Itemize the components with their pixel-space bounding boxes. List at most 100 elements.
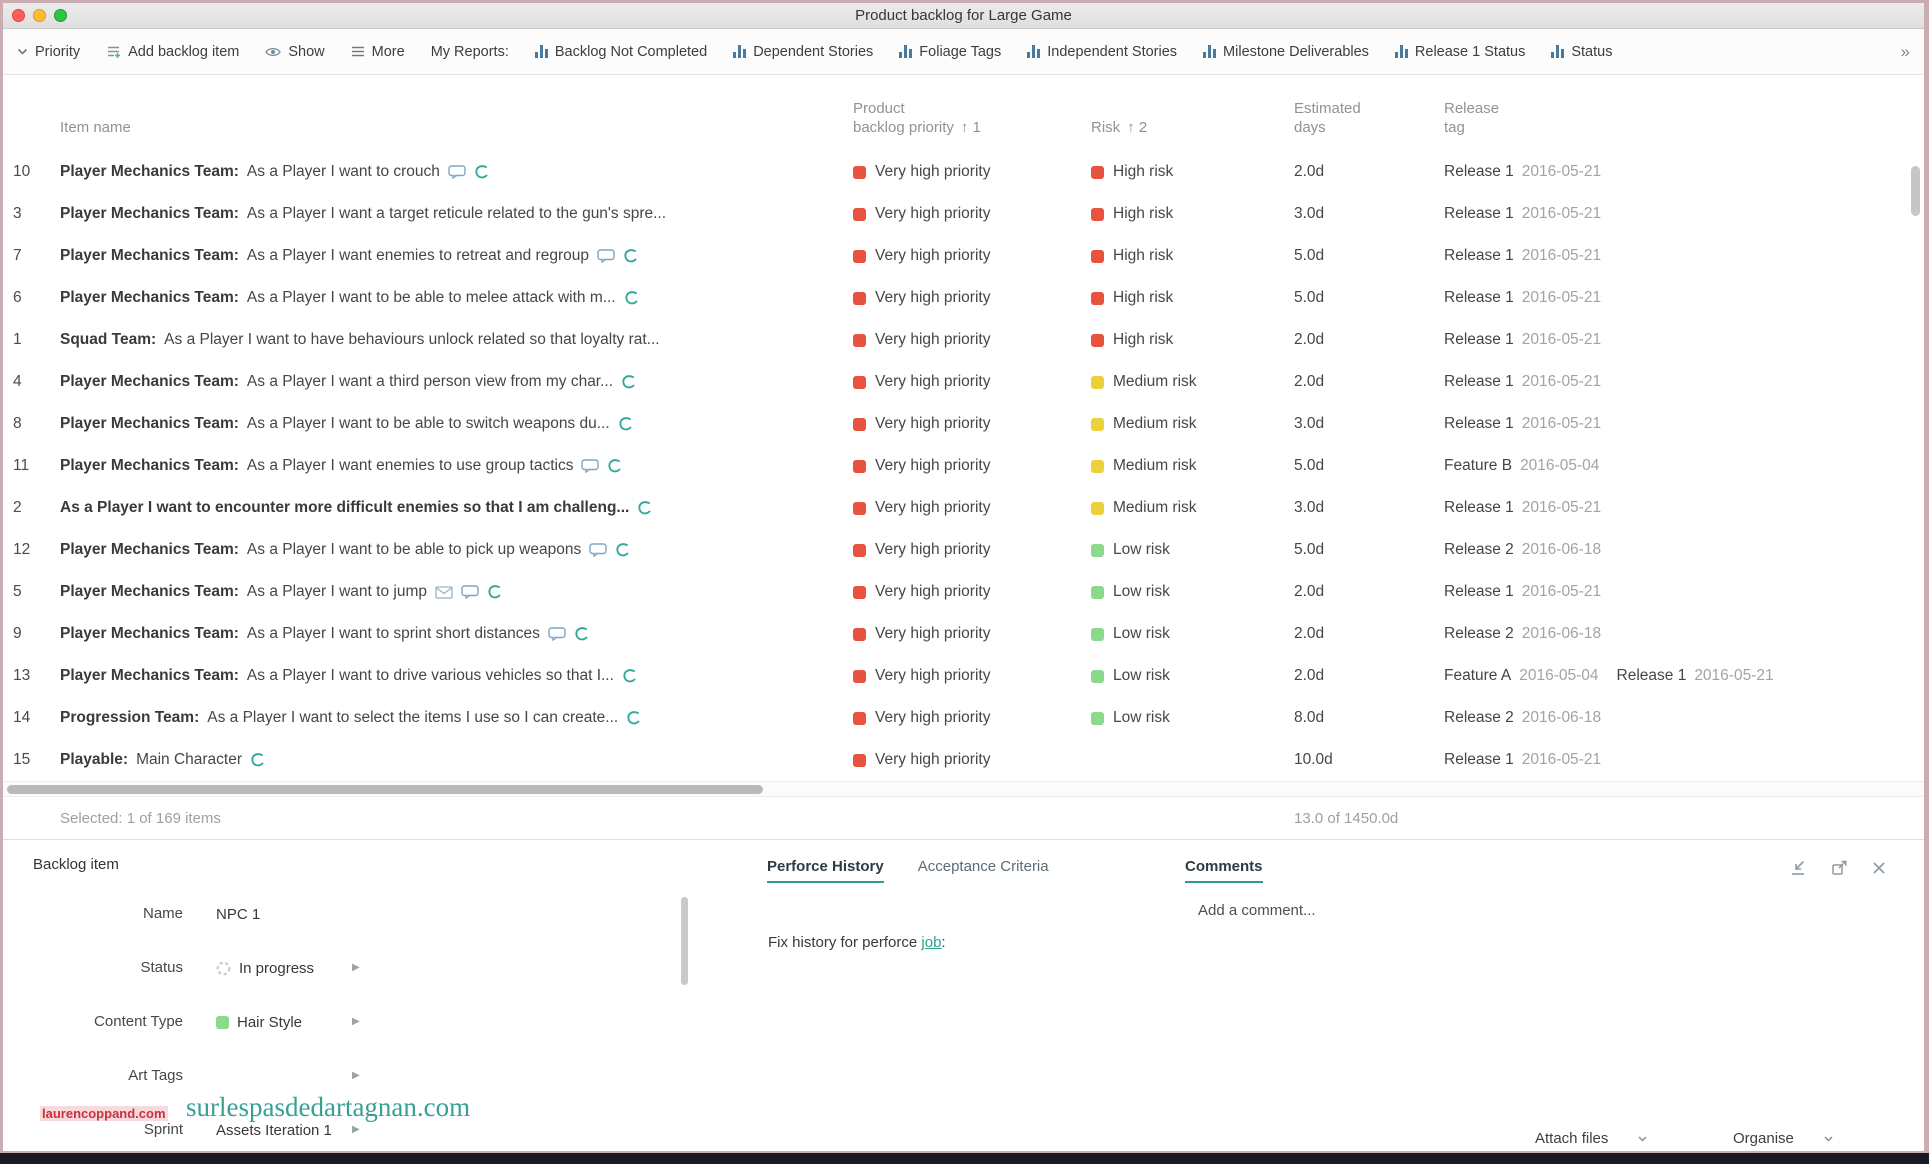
report-button[interactable]: Dependent Stories: [733, 44, 873, 60]
report-button[interactable]: Milestone Deliverables: [1203, 44, 1369, 60]
priority-color-square: [853, 627, 866, 641]
risk-color-square: [1091, 207, 1104, 221]
vertical-scrollbar-thumb[interactable]: [1911, 166, 1920, 216]
horizontal-scrollbar[interactable]: [3, 781, 1924, 797]
more-menu[interactable]: More: [351, 44, 405, 60]
release-tag: Release 1 2016-05-21: [1444, 205, 1602, 222]
detail-fields: Name NPC 1 Status In progress ▶ Content Type H…: [3, 840, 723, 1151]
dock-panel-icon[interactable]: [1789, 860, 1807, 876]
backlog-row[interactable]: 2 As a Player I want to encounter more di…: [3, 487, 1924, 529]
priority-cell: Very high priority: [853, 499, 1085, 517]
detail-field-sprint[interactable]: Sprint Assets Iteration 1 ▶: [3, 1117, 423, 1143]
priority-cell: Very high priority: [853, 709, 1085, 727]
comment-bubble-icon: [548, 627, 566, 641]
backlog-row[interactable]: 9 Player Mechanics Team: As a Player I wan…: [3, 613, 1924, 655]
estimated-days-cell: 5.0d: [1294, 457, 1325, 474]
item-name: Player Mechanics Team: As a Player I want…: [47, 289, 853, 307]
backlog-row[interactable]: 8 Player Mechanics Team: As a Player I wan…: [3, 403, 1924, 445]
risk-cell: High risk: [1085, 331, 1294, 349]
add-comment-field[interactable]: Add a comment...: [1198, 902, 1316, 919]
priority-cell: Very high priority: [853, 163, 1085, 181]
close-panel-icon[interactable]: [1872, 861, 1886, 875]
release-tag: Release 1 2016-05-21: [1444, 289, 1602, 306]
release-cell: Release 1 2016-05-21: [1444, 205, 1924, 223]
detail-field-content-type[interactable]: Content Type Hair Style ▶: [3, 1009, 423, 1035]
tab-perforce-history[interactable]: Perforce History: [767, 858, 884, 883]
column-header-item-name[interactable]: Item name: [60, 119, 131, 136]
backlog-row[interactable]: 15 Playable: Main Character Very high prior…: [3, 739, 1924, 781]
expand-arrow-icon[interactable]: ▶: [352, 1070, 360, 1081]
expand-arrow-icon[interactable]: ▶: [352, 1124, 360, 1135]
bar-chart-icon: [899, 45, 913, 58]
risk-cell: High risk: [1085, 205, 1294, 223]
report-button[interactable]: Independent Stories: [1027, 44, 1177, 60]
committed-curl-icon: [619, 417, 632, 431]
priority-menu[interactable]: Priority: [17, 44, 80, 60]
priority-color-square: [853, 333, 866, 347]
backlog-row[interactable]: 4 Player Mechanics Team: As a Player I wan…: [3, 361, 1924, 403]
detail-field-status[interactable]: Status In progress ▶: [3, 955, 423, 981]
release-cell: Release 1 2016-05-21: [1444, 331, 1924, 349]
perforce-job-link[interactable]: job: [921, 934, 942, 951]
expand-arrow-icon[interactable]: ▶: [352, 962, 360, 973]
bar-chart-icon: [733, 45, 747, 58]
row-number: 12: [13, 541, 31, 558]
add-backlog-item-icon: [108, 46, 121, 58]
estimated-days-cell: 5.0d: [1294, 289, 1325, 306]
detail-field-name[interactable]: Name NPC 1: [142, 905, 261, 923]
item-name: Player Mechanics Team: As a Player I want…: [47, 541, 853, 559]
detail-field-art-tags[interactable]: Art Tags ▶: [3, 1063, 423, 1089]
risk-color-square: [1091, 543, 1104, 557]
estimated-days-cell: 3.0d: [1294, 415, 1325, 432]
tab-acceptance-criteria[interactable]: Acceptance Criteria: [917, 858, 1049, 875]
backlog-row[interactable]: 3 Player Mechanics Team: As a Player I wan…: [3, 193, 1924, 235]
tab-comments[interactable]: Comments: [1185, 858, 1263, 883]
expand-arrow-icon[interactable]: ▶: [352, 1016, 360, 1027]
column-header-estimated-days[interactable]: Estimated days: [1294, 100, 1361, 136]
open-in-window-icon[interactable]: [1831, 860, 1848, 876]
show-menu[interactable]: Show: [265, 44, 325, 60]
risk-color-square: [1091, 501, 1104, 515]
backlog-row[interactable]: 14 Progression Team: As a Player I want to…: [3, 697, 1924, 739]
add-backlog-item-button[interactable]: Add backlog item: [106, 44, 239, 60]
release-cell: Feature A 2016-05-04 Release 1 2016-05-21: [1444, 667, 1924, 685]
backlog-row[interactable]: 6 Player Mechanics Team: As a Player I wan…: [3, 277, 1924, 319]
estimated-days-cell: 5.0d: [1294, 541, 1325, 558]
risk-cell: Low risk: [1085, 541, 1294, 559]
zoom-window-button[interactable]: [54, 9, 67, 22]
column-header-risk[interactable]: Risk ↑ 2: [1091, 119, 1148, 136]
horizontal-scrollbar-thumb[interactable]: [7, 785, 763, 794]
details-scrollbar-thumb[interactable]: [681, 897, 688, 985]
close-window-button[interactable]: [12, 9, 25, 22]
report-button[interactable]: Release 1 Status: [1394, 44, 1525, 60]
organise-dropdown[interactable]: Organise: [1733, 1130, 1833, 1147]
priority-cell: Very high priority: [853, 625, 1085, 643]
item-name: Player Mechanics Team: As a Player I want…: [47, 457, 853, 475]
minimize-window-button[interactable]: [33, 9, 46, 22]
report-list: Backlog Not Completed Dependent Stories Fo…: [534, 44, 1612, 60]
selected-items-summary: Selected: 1 of 169 items: [60, 809, 221, 827]
backlog-row[interactable]: 10 Player Mechanics Team: As a Player I wa…: [3, 151, 1924, 193]
priority-cell: Very high priority: [853, 541, 1085, 559]
column-header-release-tag[interactable]: Release tag: [1444, 100, 1500, 136]
column-header-priority[interactable]: Product backlog priority ↑ 1: [853, 100, 981, 136]
report-button[interactable]: Backlog Not Completed: [534, 44, 707, 60]
backlog-row[interactable]: 1 Squad Team: As a Player I want to have b…: [3, 319, 1924, 361]
release-tag: Release 1 2016-05-21: [1444, 247, 1602, 264]
backlog-row[interactable]: 7 Player Mechanics Team: As a Player I wan…: [3, 235, 1924, 277]
committed-curl-icon: [608, 459, 621, 473]
backlog-row[interactable]: 5 Player Mechanics Team: As a Player I wan…: [3, 571, 1924, 613]
priority-color-square: [853, 711, 866, 725]
chevron-down-icon: [17, 48, 28, 55]
committed-curl-icon: [488, 585, 501, 599]
committed-curl-icon: [623, 669, 636, 683]
report-button[interactable]: Status: [1551, 44, 1612, 60]
report-button[interactable]: Foliage Tags: [899, 44, 1001, 60]
backlog-row[interactable]: 13 Player Mechanics Team: As a Player I wa…: [3, 655, 1924, 697]
backlog-table: 10 Player Mechanics Team: As a Player I wa…: [3, 151, 1924, 781]
toolbar-overflow-button[interactable]: »: [1900, 41, 1910, 61]
attach-files-dropdown[interactable]: Attach files: [1535, 1130, 1647, 1147]
backlog-row[interactable]: 12 Player Mechanics Team: As a Player I wa…: [3, 529, 1924, 571]
risk-cell: Medium risk: [1085, 373, 1294, 391]
backlog-row[interactable]: 11 Player Mechanics Team: As a Player I wa…: [3, 445, 1924, 487]
